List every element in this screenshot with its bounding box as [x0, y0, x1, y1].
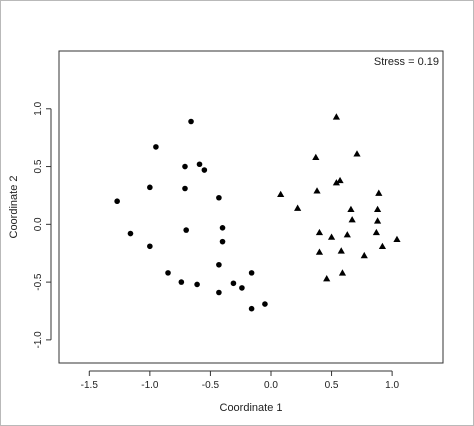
circle-point: [182, 163, 188, 170]
circle-point: [183, 227, 189, 233]
triangle-point: [323, 275, 331, 282]
triangle-point: [348, 216, 356, 223]
circle-point: [262, 301, 268, 307]
circle-point: [248, 305, 255, 312]
circle-point: [114, 198, 120, 205]
triangle-point: [277, 190, 285, 197]
circle-point: [196, 161, 203, 168]
circle-point: [153, 144, 159, 150]
triangle-point: [332, 113, 341, 120]
circle-point: [182, 185, 188, 192]
circle-point: [230, 280, 237, 287]
circle-point: [219, 225, 226, 231]
x-axis-label: Coordinate 1: [220, 402, 283, 414]
triangle-point: [375, 189, 383, 196]
x-tick-label: -0.5: [202, 380, 220, 391]
circle-point: [239, 285, 245, 291]
triangle-point: [353, 150, 361, 157]
circle-point: [216, 194, 222, 201]
y-tick-label: 1.0: [33, 101, 44, 115]
circle-point: [188, 118, 194, 125]
circle-point: [216, 289, 222, 296]
circle-point: [194, 281, 200, 288]
x-tick-label: -1.5: [81, 380, 99, 391]
circle-point: [248, 270, 255, 276]
triangle-point: [360, 251, 368, 259]
y-axis: -1.0 -0.5 0.0 0.5 1.0: [33, 101, 52, 349]
y-tick-label: 0.5: [33, 159, 44, 173]
x-axis: -1.5 -1.0 -0.5 0.0 0.5 1.0: [81, 370, 400, 391]
x-tick-label: 1.0: [385, 380, 399, 391]
triangle-point: [393, 235, 401, 243]
circle-point: [178, 279, 185, 285]
triangle-point: [332, 179, 341, 186]
circle-point: [219, 238, 226, 245]
circle-point: [147, 243, 153, 250]
triangle-point: [378, 242, 387, 249]
stress-annotation: Stress = 0.19: [374, 56, 439, 68]
y-tick-label: -0.5: [33, 273, 44, 291]
y-axis-label: Coordinate 2: [8, 176, 20, 239]
triangle-point: [373, 217, 382, 224]
triangle-point: [315, 228, 324, 236]
triangle-point: [338, 269, 347, 276]
y-tick-label: 0.0: [33, 217, 44, 231]
plot-area-frame: [58, 50, 444, 364]
x-tick-label: -1.0: [141, 380, 159, 391]
circle-point: [216, 261, 222, 268]
circle-point: [201, 167, 208, 173]
triangle-point: [343, 231, 351, 238]
x-tick-label: 0.5: [325, 380, 339, 391]
y-tick-label: -1.0: [33, 331, 44, 349]
x-tick-label: 0.0: [264, 380, 278, 391]
data-points: [114, 113, 401, 312]
triangle-point: [315, 248, 324, 255]
circle-point: [127, 230, 134, 237]
triangle-point: [312, 153, 320, 161]
triangle-point: [313, 187, 321, 194]
triangle-point: [294, 204, 302, 211]
circle-point: [147, 184, 153, 191]
triangle-point: [373, 205, 382, 213]
triangle-point: [336, 176, 344, 184]
circle-point: [165, 270, 171, 276]
triangle-point: [337, 247, 345, 254]
triangle-point: [347, 205, 355, 213]
triangle-point: [372, 228, 380, 236]
triangle-point: [327, 233, 336, 240]
